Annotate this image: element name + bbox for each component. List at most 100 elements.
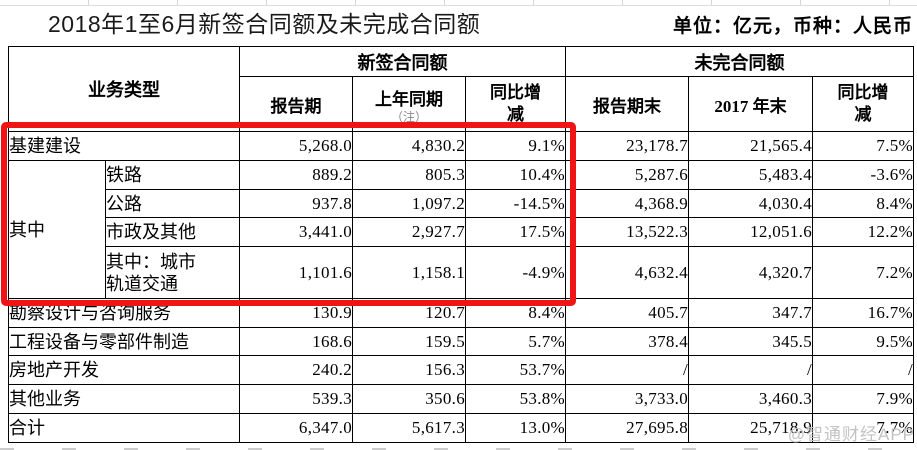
- cell-value: 130.9: [239, 298, 353, 328]
- cell-value: 889.2: [239, 160, 353, 190]
- cell-value: 53.7%: [464, 355, 567, 385]
- header-yoy-change-new: 同比增减: [464, 76, 567, 132]
- cell-value: 347.7: [688, 298, 814, 328]
- spreadsheet-gridline-top: [0, 0, 917, 6]
- table-row-municipal: 市政及其他 3,441.0 2,927.7 17.5% 13,522.3 12,…: [9, 217, 915, 247]
- table-row-total: 合计 6,347.0 5,617.3 13.0% 27,695.8 25,718…: [8, 413, 915, 443]
- table-row-urban-rail: 其中：城市 轨道交通 1,101.6 1,158.1 -4.9% 4,632.4…: [9, 246, 915, 299]
- header-new-contracts-group: 新签合同额: [238, 46, 567, 77]
- table-row-survey-design: 勘察设计与咨询服务 130.9 120.7 8.4% 405.7 347.7 1…: [8, 298, 915, 328]
- cell-value: 405.7: [565, 298, 690, 328]
- cell-value: 7.9%: [812, 384, 915, 414]
- row-label: 基建建设: [8, 131, 240, 161]
- header-prior-year-period-label: 上年同期: [375, 89, 443, 109]
- cell-value: 7.7%: [812, 413, 915, 443]
- cell-value: 21,565.4: [688, 131, 814, 161]
- table-row-equipment-manufacturing: 工程设备与零部件制造 168.6 159.5 5.7% 378.4 345.5 …: [8, 327, 915, 356]
- cell-value: 4,632.4: [565, 246, 690, 299]
- table-row-infrastructure: 基建建设 5,268.0 4,830.2 9.1% 23,178.7 21,56…: [8, 131, 915, 161]
- row-label: 合计: [8, 413, 240, 443]
- cell-value: 4,030.4: [688, 189, 814, 218]
- header-business-type: 业务类型: [8, 46, 240, 132]
- cell-value: 378.4: [565, 327, 690, 356]
- cell-value: 17.5%: [464, 217, 567, 247]
- cell-value: 168.6: [239, 327, 353, 356]
- cell-value: 27,695.8: [565, 413, 690, 443]
- cell-value: 240.2: [239, 355, 353, 385]
- unit-note: 单位：亿元，币种：人民币: [672, 16, 913, 37]
- cell-value: 13.0%: [464, 413, 567, 443]
- cell-value: 4,368.9: [565, 189, 690, 218]
- cell-value: 4,830.2: [352, 131, 466, 161]
- cell-value: 159.5: [352, 327, 466, 356]
- row-label: 公路: [105, 189, 240, 218]
- cell-value: 1,101.6: [239, 246, 353, 299]
- header-end-2017: 2017 年末: [688, 76, 814, 132]
- cell-value: 3,441.0: [239, 217, 353, 247]
- cell-value: 5,617.3: [352, 413, 466, 443]
- row-label: 工程设备与零部件制造: [8, 327, 240, 356]
- cell-value: 9.5%: [812, 327, 915, 356]
- cell-value: 8.4%: [812, 189, 915, 218]
- cell-value: 8.4%: [464, 298, 567, 328]
- header-reporting-period: 报告期: [239, 76, 353, 132]
- spreadsheet-gridline-bottom: [0, 448, 917, 450]
- cell-value: 2,927.7: [352, 217, 466, 247]
- cell-value: 23,178.7: [565, 131, 690, 161]
- table-row-other-business: 其他业务 539.3 350.6 53.8% 3,733.0 3,460.3 7…: [8, 384, 915, 414]
- cell-value: 937.8: [239, 189, 353, 218]
- cell-value: 3,733.0: [565, 384, 690, 414]
- cell-value: 350.6: [352, 384, 466, 414]
- cell-value: 9.1%: [464, 131, 567, 161]
- cell-value: /: [688, 355, 814, 385]
- row-label: 勘察设计与咨询服务: [8, 298, 240, 328]
- table-row-real-estate: 房地产开发 240.2 156.3 53.7% / / /: [8, 355, 915, 385]
- row-label: 其他业务: [8, 384, 240, 414]
- cell-value: 5.7%: [464, 327, 567, 356]
- watermark: @智通财经APP: [787, 425, 915, 444]
- cell-value: 10.4%: [464, 160, 567, 190]
- cell-value: -14.5%: [464, 189, 567, 218]
- cell-value: 5,268.0: [239, 131, 353, 161]
- cell-value: 6,347.0: [239, 413, 353, 443]
- row-label: 其中：城市 轨道交通: [105, 246, 240, 299]
- cell-value: /: [812, 355, 915, 385]
- cell-value: 7.2%: [812, 246, 915, 299]
- header-yoy-change-backlog-label: 同比增减: [837, 83, 889, 124]
- cell-value: 5,287.6: [565, 160, 690, 190]
- cell-value: 805.3: [352, 160, 466, 190]
- cell-value: 1,158.1: [352, 246, 466, 299]
- cell-value: -3.6%: [812, 160, 915, 190]
- group-label-among-which: 其中: [8, 160, 106, 299]
- cell-value: /: [565, 355, 690, 385]
- cell-value: 156.3: [352, 355, 466, 385]
- cell-value: 12.2%: [812, 217, 915, 247]
- cell-value: 5,483.4: [688, 160, 814, 190]
- cell-value: 12,051.6: [688, 217, 814, 247]
- cell-value: 13,522.3: [565, 217, 690, 247]
- row-label: 铁路: [105, 160, 240, 190]
- cell-value: 345.5: [688, 327, 814, 356]
- row-label: 房地产开发: [8, 355, 240, 385]
- cell-value: 4,320.7: [688, 246, 814, 299]
- cell-value: -4.9%: [464, 246, 567, 299]
- header-backlog-group: 未完合同额: [565, 46, 915, 77]
- cell-value: 16.7%: [812, 298, 915, 328]
- page-title: 2018年1至6月新签合同额及未完成合同额: [48, 11, 481, 37]
- row-label: 市政及其他: [105, 217, 240, 247]
- cell-value: 7.5%: [812, 131, 915, 161]
- header-yoy-change-new-label: 同比增减: [490, 83, 541, 124]
- header-yoy-change-backlog: 同比增减: [812, 76, 915, 132]
- table-row-railway: 其中 铁路 889.2 805.3 10.4% 5,287.6 5,483.4 …: [8, 160, 915, 299]
- cell-value: 3,460.3: [688, 384, 814, 414]
- header-prior-year-period: 上年同期 （注）: [352, 76, 466, 132]
- contracts-table: 业务类型 新签合同额 未完合同额 报告期 上年同期 （注） 同比增减 报告期末 …: [8, 46, 915, 443]
- cell-value: 25,718.9: [688, 413, 814, 443]
- cell-value: 1,097.2: [352, 189, 466, 218]
- cell-value: 120.7: [352, 298, 466, 328]
- header-reporting-period-end: 报告期末: [565, 76, 690, 132]
- cell-value: 53.8%: [464, 384, 567, 414]
- table-row-highway: 公路 937.8 1,097.2 -14.5% 4,368.9 4,030.4 …: [9, 189, 915, 218]
- cell-value: 539.3: [239, 384, 353, 414]
